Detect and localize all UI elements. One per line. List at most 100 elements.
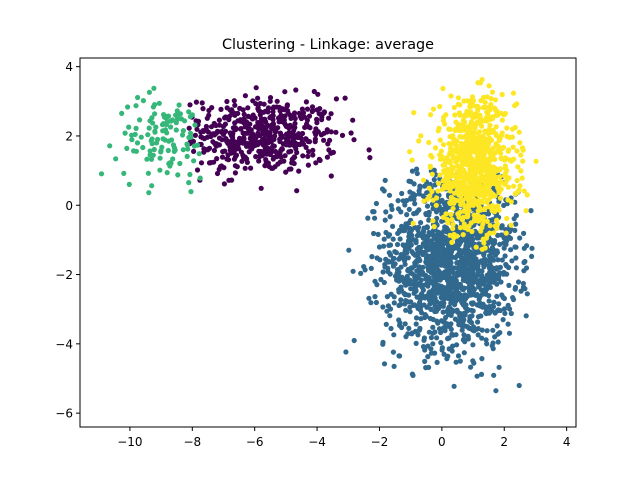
scatter-point — [494, 281, 500, 287]
scatter-point — [490, 172, 496, 178]
scatter-point — [428, 346, 434, 352]
scatter-point — [491, 265, 497, 271]
scatter-point — [469, 301, 476, 307]
scatter-point — [270, 143, 276, 149]
scatter-point — [508, 158, 514, 164]
scatter-point — [434, 265, 440, 271]
scatter-point — [229, 107, 235, 113]
scatter-point — [315, 91, 321, 97]
scatter-point — [508, 247, 514, 253]
scatter-point — [255, 95, 261, 101]
chart-title: Clustering - Linkage: average — [222, 37, 434, 53]
scatter-point — [443, 249, 449, 255]
scatter-point — [191, 158, 197, 164]
scatter-point — [151, 146, 157, 153]
scatter-point — [258, 185, 264, 191]
scatter-point — [462, 292, 468, 298]
scatter-point — [378, 276, 384, 283]
scatter-point — [373, 200, 379, 207]
scatter-point — [513, 255, 519, 261]
scatter-point — [487, 276, 493, 282]
y-axis: −6 −4 −2 0 2 4 — [55, 60, 80, 421]
scatter-point — [230, 125, 236, 131]
scatter-point — [396, 353, 402, 359]
scatter-point — [492, 310, 498, 316]
scatter-point — [461, 310, 467, 316]
scatter-point — [509, 126, 516, 132]
scatter-point — [466, 260, 472, 267]
scatter-point — [124, 145, 130, 151]
scatter-point — [447, 232, 453, 238]
scatter-point — [458, 193, 464, 199]
scatter-point — [402, 261, 408, 267]
scatter-point — [152, 111, 158, 117]
scatter-point — [159, 144, 165, 150]
scatter-point — [523, 265, 530, 271]
scatter-point — [482, 278, 488, 284]
scatter-point — [213, 143, 219, 149]
scatter-point — [188, 189, 194, 195]
scatter-point — [496, 182, 502, 188]
scatter-point — [484, 328, 490, 334]
scatter-point — [406, 178, 412, 184]
scatter-point — [500, 294, 506, 300]
scatter-point — [493, 132, 499, 138]
scatter-point — [493, 113, 499, 119]
scatter-point — [507, 306, 513, 312]
x-tick-label: −4 — [308, 435, 326, 449]
scatter-point — [480, 236, 486, 242]
scatter-point — [467, 318, 473, 324]
scatter-point — [464, 98, 470, 104]
scatter-point — [438, 340, 444, 346]
scatter-point — [486, 183, 492, 189]
scatter-point — [286, 130, 292, 136]
scatter-point — [257, 100, 263, 107]
scatter-point — [250, 112, 256, 118]
scatter-point — [265, 160, 271, 166]
scatter-point — [413, 287, 419, 294]
scatter-point — [391, 294, 397, 300]
scatter-point — [448, 93, 454, 99]
scatter-point — [391, 332, 397, 338]
scatter-point — [387, 306, 394, 312]
scatter-point — [209, 105, 215, 111]
scatter-point — [449, 331, 455, 337]
scatter-point — [346, 247, 352, 253]
scatter-point — [448, 254, 454, 260]
scatter-point — [465, 333, 471, 339]
scatter-point — [328, 129, 334, 135]
scatter-point — [486, 263, 492, 269]
scatter-point — [516, 129, 522, 135]
scatter-point — [483, 136, 489, 142]
scatter-point — [479, 134, 485, 140]
scatter-point — [492, 97, 498, 103]
scatter-point — [244, 159, 250, 165]
scatter-point — [469, 156, 475, 163]
scatter-point — [461, 332, 467, 338]
scatter-point — [478, 303, 484, 309]
scatter-point — [411, 237, 417, 243]
scatter-point — [388, 325, 394, 332]
scatter-point — [482, 245, 488, 251]
scatter-point — [457, 310, 463, 317]
scatter-point — [430, 261, 436, 267]
scatter-point — [411, 110, 417, 116]
scatter-point — [463, 268, 470, 274]
scatter-point — [432, 253, 438, 259]
scatter-point — [483, 288, 489, 294]
scatter-point — [232, 120, 238, 126]
scatter-point — [288, 166, 294, 172]
scatter-point — [473, 143, 479, 149]
scatter-point — [520, 280, 527, 287]
scatter-point — [484, 198, 490, 204]
scatter-point — [177, 160, 183, 167]
scatter-point — [113, 156, 119, 162]
scatter-point — [432, 329, 438, 335]
scatter-point — [205, 146, 211, 152]
scatter-point — [274, 98, 280, 104]
scatter-point — [422, 347, 428, 353]
scatter-point — [243, 130, 249, 136]
scatter-point — [295, 134, 301, 141]
scatter-point — [450, 140, 456, 146]
scatter-point — [409, 249, 415, 255]
